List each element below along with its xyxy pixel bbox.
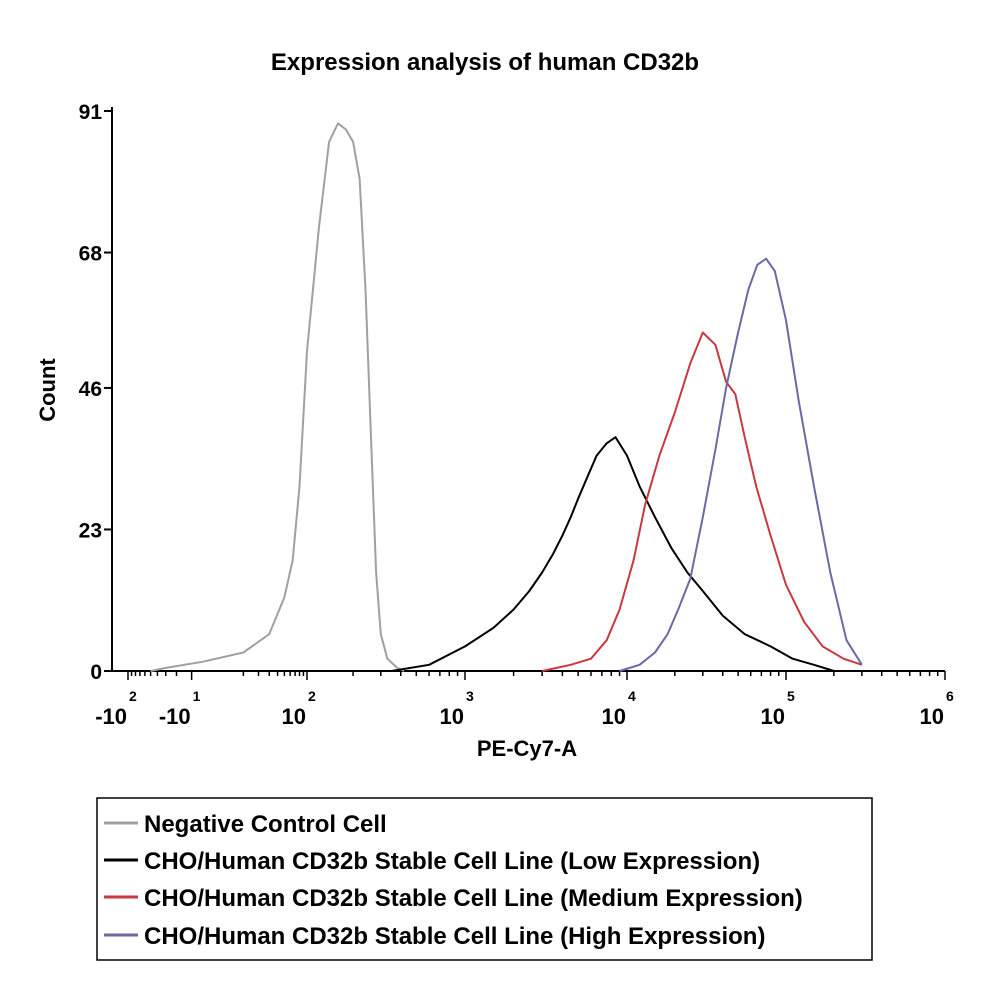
x-tick-exponent: 4 bbox=[628, 688, 636, 704]
legend-label: CHO/Human CD32b Stable Cell Line (Medium… bbox=[144, 885, 803, 912]
legend: Negative Control Cell CHO/Human CD32b St… bbox=[96, 797, 873, 961]
series-line bbox=[541, 331, 863, 672]
series-line bbox=[391, 436, 835, 672]
x-axis-label: PE-Cy7-A bbox=[477, 736, 577, 761]
legend-item: Negative Control Cell bbox=[104, 811, 387, 838]
x-tick-base: -10 bbox=[159, 704, 191, 729]
legend-item: CHO/Human CD32b Stable Cell Line (Medium… bbox=[104, 885, 803, 912]
x-tick-exponent: 5 bbox=[787, 688, 795, 704]
legend-label: Negative Control Cell bbox=[144, 811, 387, 838]
x-tick-base: 10 bbox=[282, 704, 306, 729]
y-tick-label: 0 bbox=[90, 661, 102, 684]
series-line bbox=[150, 122, 405, 672]
x-tick-exponent: 2 bbox=[129, 688, 137, 704]
y-tick-label: 91 bbox=[79, 101, 103, 124]
histogram-series bbox=[150, 122, 863, 672]
y-tick-label: 68 bbox=[79, 243, 103, 266]
x-tick-exponent: 6 bbox=[946, 688, 954, 704]
x-tick-exponent: 2 bbox=[308, 688, 316, 704]
x-tick-base: 10 bbox=[920, 704, 944, 729]
legend-item: CHO/Human CD32b Stable Cell Line (Low Ex… bbox=[104, 848, 760, 875]
x-tick-exponent: 1 bbox=[193, 688, 201, 704]
x-tick-base: 10 bbox=[440, 704, 464, 729]
x-tick-exponent: 3 bbox=[466, 688, 474, 704]
x-tick-base: 10 bbox=[602, 704, 626, 729]
legend-label: CHO/Human CD32b Stable Cell Line (Low Ex… bbox=[144, 848, 760, 875]
y-axis-label: Count bbox=[35, 358, 60, 422]
legend-label: CHO/Human CD32b Stable Cell Line (High E… bbox=[144, 923, 765, 950]
x-tick-base: -10 bbox=[95, 704, 127, 729]
series-line bbox=[619, 257, 863, 672]
y-tick-label: 23 bbox=[79, 519, 102, 542]
legend-item: CHO/Human CD32b Stable Cell Line (High E… bbox=[104, 923, 765, 950]
x-tick-base: 10 bbox=[761, 704, 785, 729]
y-tick-label: 46 bbox=[79, 378, 102, 401]
y-axis-ticks: 0 23 46 68 91 bbox=[79, 101, 112, 684]
chart-title: Expression analysis of human CD32b bbox=[271, 49, 699, 76]
legend-box bbox=[96, 797, 873, 961]
